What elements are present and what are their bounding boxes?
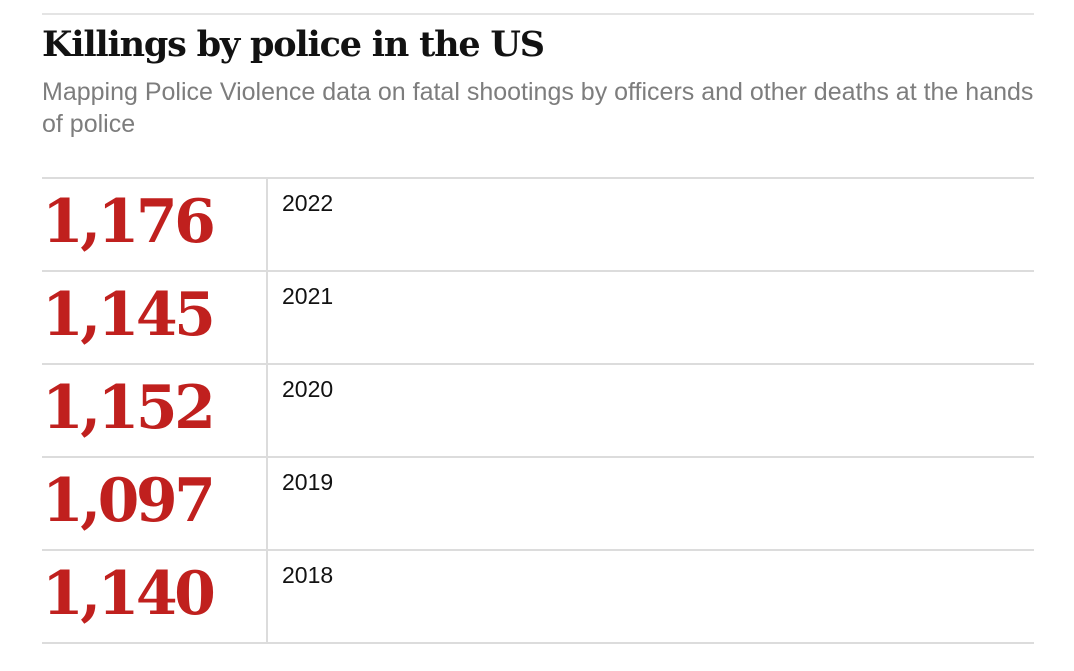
year-2020: 2020 [282, 376, 334, 402]
chart-title: Killings by police in the US [42, 24, 545, 65]
column-divider [266, 365, 268, 456]
table-row-2021: 1,145 2021 [42, 270, 1034, 363]
chart-card: Killings by police in the US Mapping Pol… [42, 0, 1034, 671]
year-2018: 2018 [282, 562, 334, 588]
value-2019: 1,097 [42, 466, 216, 536]
value-2022: 1,176 [42, 187, 216, 257]
table-row-2018: 1,140 2018 [42, 549, 1034, 644]
column-divider [266, 551, 268, 642]
value-2018: 1,140 [42, 559, 216, 629]
column-divider [266, 272, 268, 363]
column-divider [266, 179, 268, 270]
chart-subtitle: Mapping Police Violence data on fatal sh… [42, 78, 1034, 138]
table-row-2019: 1,097 2019 [42, 456, 1034, 549]
year-2019: 2019 [282, 469, 334, 495]
table-row-2022: 1,176 2022 [42, 177, 1034, 270]
top-rule [42, 13, 1034, 15]
table-row-2020: 1,152 2020 [42, 363, 1034, 456]
value-2020: 1,152 [42, 373, 216, 443]
year-2022: 2022 [282, 190, 334, 216]
data-table: 1,176 2022 1,145 2021 1,152 2020 1,097 2… [42, 177, 1034, 644]
year-2021: 2021 [282, 283, 334, 309]
value-2021: 1,145 [42, 280, 216, 350]
column-divider [266, 458, 268, 549]
